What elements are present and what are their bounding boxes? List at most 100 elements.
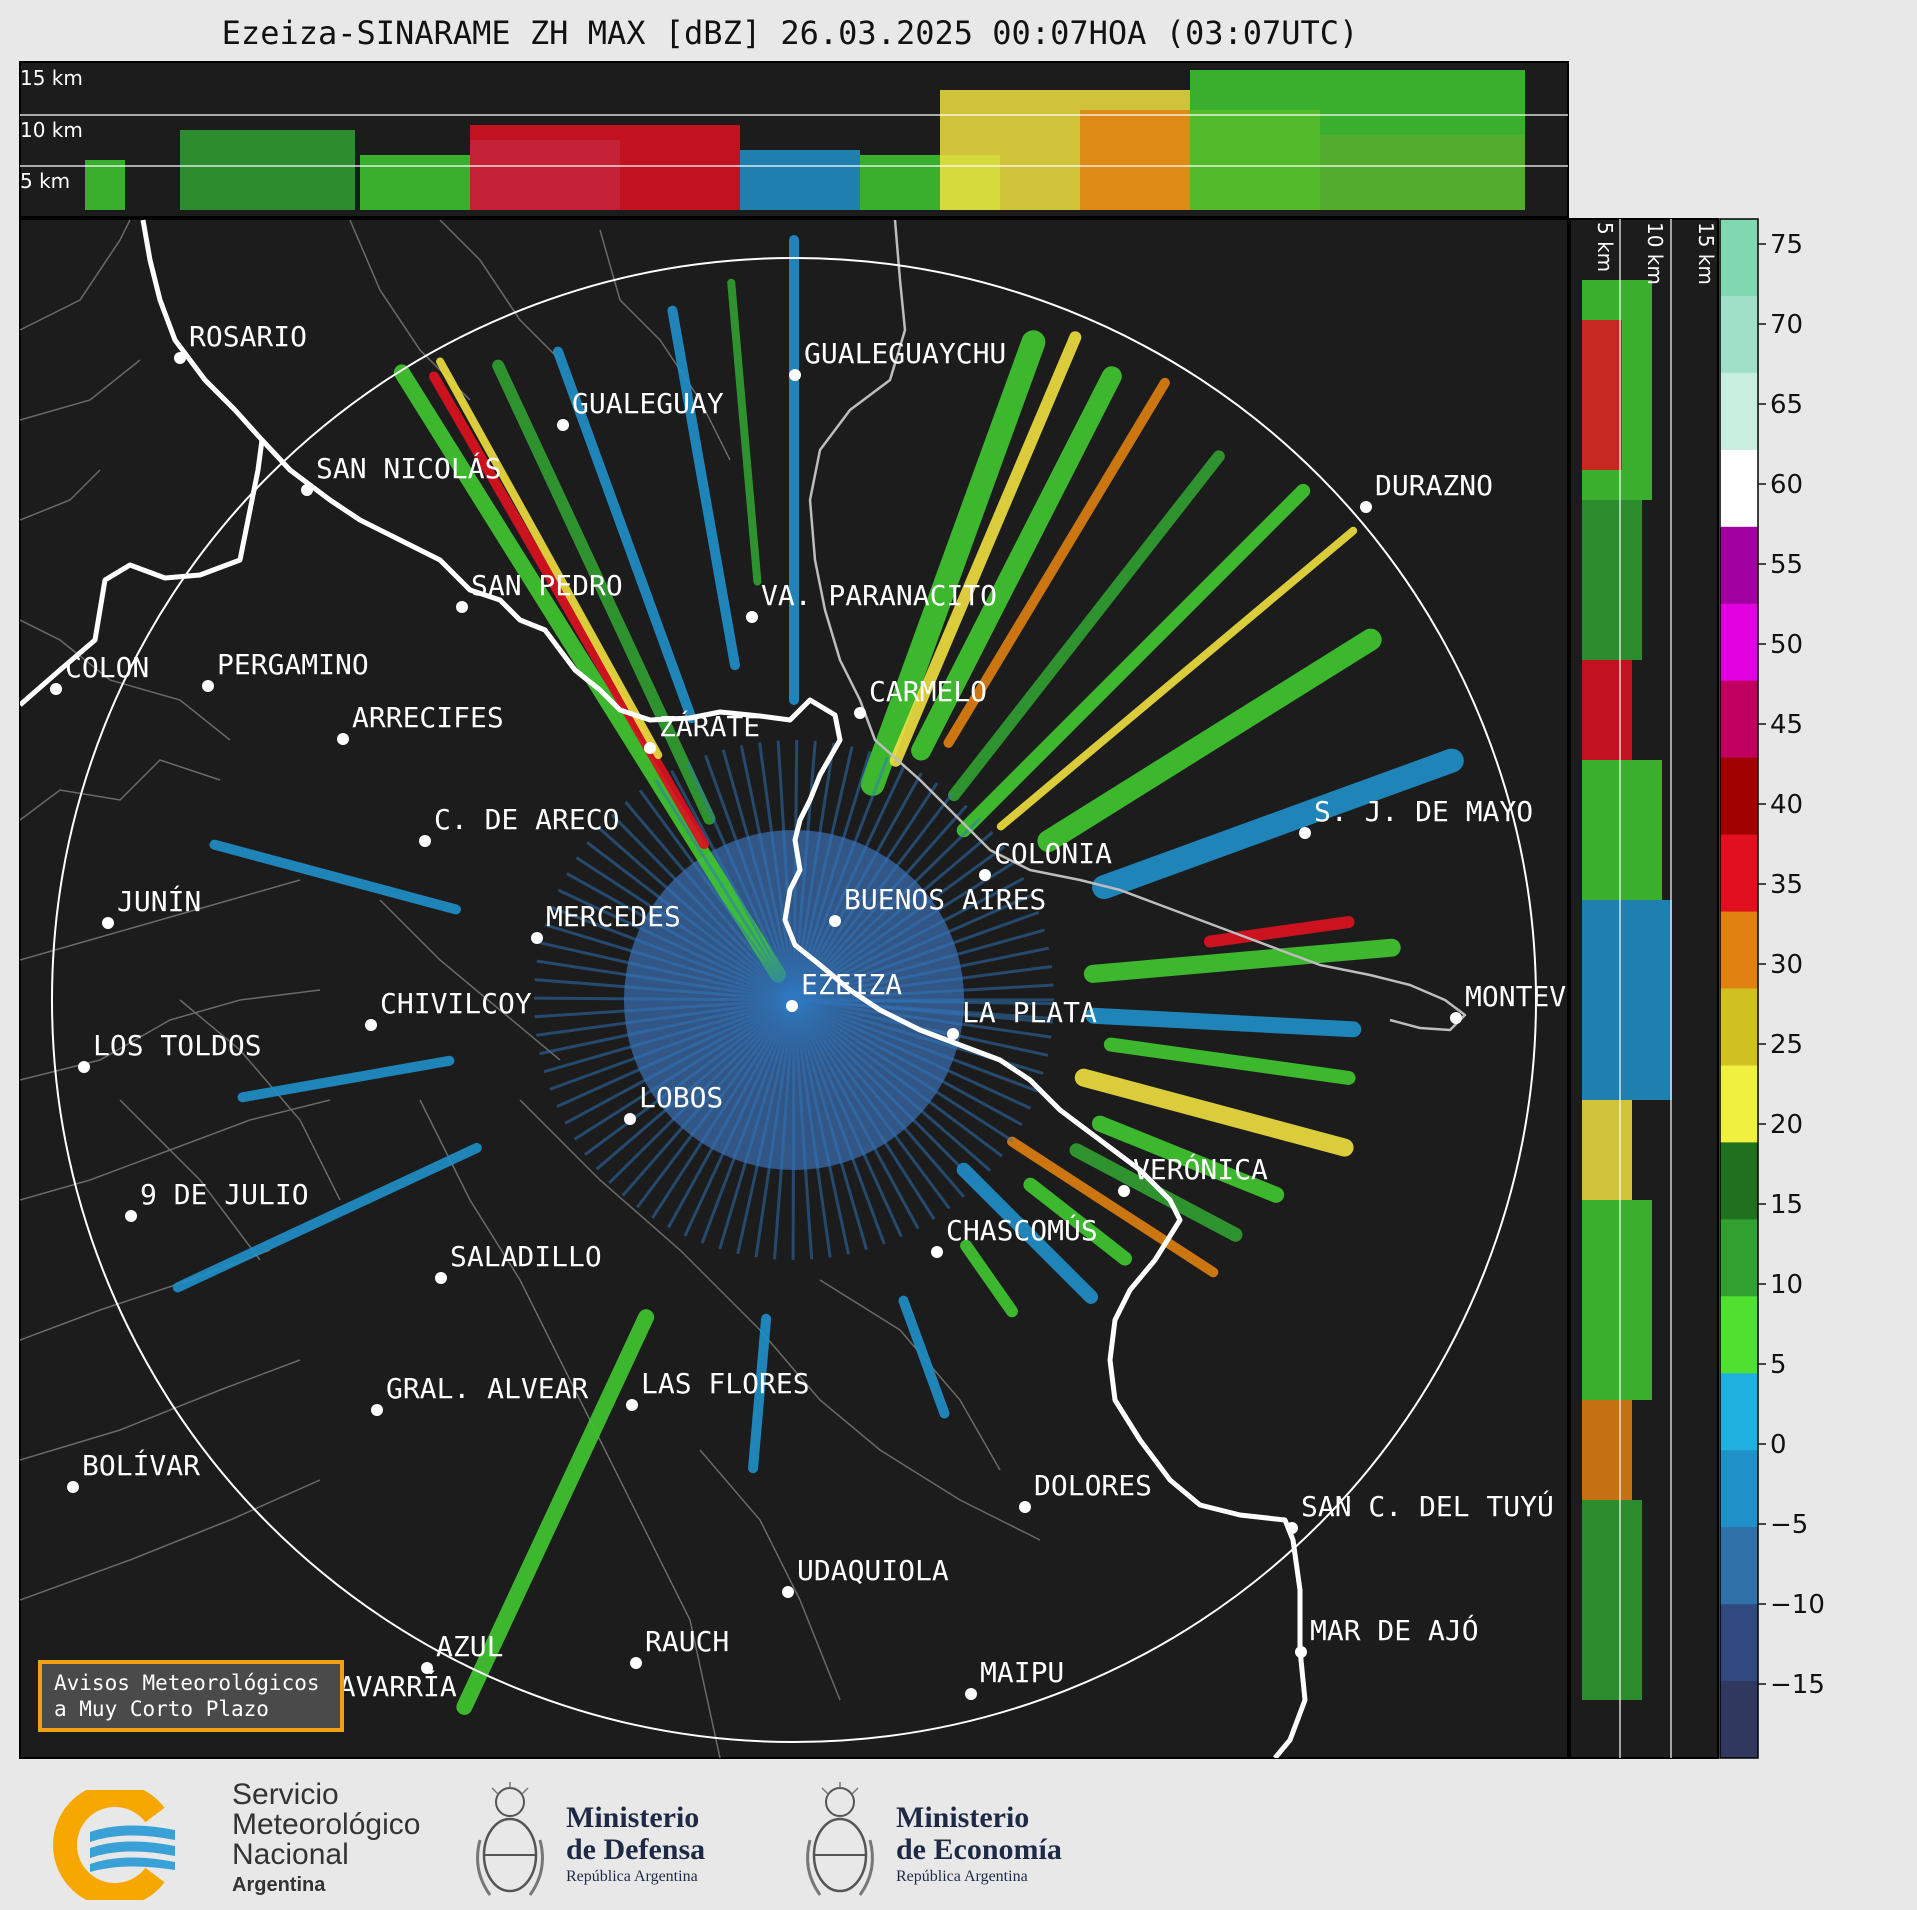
border-line bbox=[179, 999, 341, 1201]
coastline-rivers bbox=[20, 219, 1467, 1758]
echo-ray bbox=[543, 998, 795, 1074]
echo-ray bbox=[793, 928, 1045, 1002]
echo-ray bbox=[429, 371, 709, 850]
echo-ray bbox=[793, 965, 1053, 1002]
city-label: AZUL bbox=[436, 1630, 503, 1663]
border-line bbox=[439, 219, 561, 361]
echo-ray bbox=[948, 450, 1225, 802]
colorbar-tick-label: 10 bbox=[1770, 1270, 1803, 1300]
city-label: LA PLATA bbox=[962, 996, 1097, 1029]
colorbar-tick-label: 70 bbox=[1770, 310, 1803, 340]
echo-ray bbox=[736, 999, 796, 1255]
city-marker bbox=[979, 869, 991, 881]
economia-line3: República Argentina bbox=[896, 1868, 1028, 1885]
city-marker bbox=[78, 1061, 90, 1073]
section-echo bbox=[1582, 500, 1642, 660]
economia-line1: Ministerio bbox=[896, 1801, 1030, 1834]
city-marker bbox=[421, 1662, 433, 1674]
echo-ray bbox=[209, 839, 461, 915]
colorbar-swatch bbox=[1720, 1450, 1758, 1528]
echo-ray bbox=[1007, 1136, 1219, 1278]
city-label: MONTEV bbox=[1465, 980, 1566, 1013]
border-line bbox=[119, 1099, 261, 1261]
echo-ray bbox=[566, 872, 795, 1002]
city-marker bbox=[531, 932, 543, 944]
border-line bbox=[599, 229, 731, 461]
echo-ray bbox=[792, 998, 979, 1186]
colorbar-tick-label: 75 bbox=[1770, 230, 1803, 260]
echo-ray bbox=[534, 978, 795, 1002]
height-label-15km-top: 15 km bbox=[20, 66, 83, 90]
city-label: MAIPU bbox=[980, 1656, 1064, 1689]
city-label: SALADILLO bbox=[450, 1240, 602, 1273]
echo-ray bbox=[1203, 916, 1355, 948]
city-marker bbox=[557, 419, 569, 431]
city-marker bbox=[1118, 1185, 1130, 1197]
echo-ray bbox=[792, 999, 814, 1260]
colorbar-swatch bbox=[1720, 1373, 1758, 1451]
defensa-line2: de Defensa bbox=[566, 1833, 706, 1866]
section-echo bbox=[740, 150, 860, 210]
echo-ray bbox=[172, 1142, 482, 1293]
city-marker bbox=[1450, 1012, 1462, 1024]
city-label: RAUCH bbox=[645, 1625, 729, 1658]
city-label: 9 DE JULIO bbox=[140, 1178, 309, 1211]
section-echo bbox=[360, 155, 470, 210]
city-marker bbox=[829, 915, 841, 927]
echo-ray bbox=[586, 841, 795, 1002]
city-label: COLONIA bbox=[994, 837, 1112, 870]
echo-ray bbox=[536, 959, 795, 1002]
escudo-icon bbox=[476, 1782, 544, 1896]
economia-logo: Ministerio de Economía República Argenti… bbox=[800, 1780, 1100, 1900]
city-label: LOS TOLDOS bbox=[93, 1029, 262, 1062]
footer-logos: Servicio Meteorológico Nacional Argentin… bbox=[0, 1760, 1917, 1909]
echo-ray bbox=[793, 910, 1040, 1002]
colorbar-swatch bbox=[1720, 1604, 1758, 1682]
echo-ray bbox=[792, 999, 903, 1238]
city-label: CHASCOMÚS bbox=[946, 1213, 1098, 1247]
economia-line2: de Economía bbox=[896, 1833, 1062, 1866]
city-label: C. DE ARECO bbox=[434, 803, 619, 836]
city-label: CARMELO bbox=[869, 675, 987, 708]
echo-ray bbox=[564, 998, 795, 1125]
city-marker bbox=[456, 601, 468, 613]
city-label: ZÁRATE bbox=[659, 709, 760, 743]
smn-line2: Meteorológico bbox=[232, 1808, 421, 1841]
city-label: UDAQUIOLA bbox=[797, 1554, 949, 1587]
colorbar-tick-label: 35 bbox=[1770, 870, 1803, 900]
echo-ray bbox=[683, 999, 796, 1237]
colorbar-tick-label: 65 bbox=[1770, 390, 1803, 420]
echo-ray bbox=[667, 305, 740, 671]
reflectivity-echoes bbox=[172, 235, 1464, 1715]
colorbar-tick-label: 60 bbox=[1770, 470, 1803, 500]
city-label: LOBOS bbox=[639, 1081, 723, 1114]
colorbar-swatch bbox=[1720, 911, 1758, 989]
smn-line4: Argentina bbox=[232, 1874, 326, 1896]
echo-ray bbox=[667, 999, 796, 1229]
border-line bbox=[20, 759, 221, 821]
city-marker bbox=[1360, 501, 1372, 513]
echo-ray bbox=[654, 779, 796, 1001]
echo-ray bbox=[553, 346, 697, 724]
echo-ray bbox=[556, 998, 795, 1108]
colorbar-swatch bbox=[1720, 219, 1758, 297]
border-line bbox=[20, 219, 131, 331]
echo-ray bbox=[540, 941, 795, 1002]
avisos-badge[interactable]: Avisos Meteorológicos a Muy Corto Plazo bbox=[38, 1660, 344, 1732]
border-line bbox=[699, 1449, 841, 1701]
city-label: S. J. DE MAYO bbox=[1314, 795, 1533, 828]
echo-ray bbox=[544, 923, 795, 1002]
echo-ray bbox=[436, 357, 663, 760]
city-marker bbox=[365, 1019, 377, 1031]
echo-ray bbox=[584, 998, 795, 1156]
section-echo bbox=[1582, 1500, 1642, 1700]
echo-ray bbox=[536, 998, 795, 1037]
avisos-line1: Avisos Meteorológicos bbox=[54, 1671, 320, 1695]
colorbar-tick-label: 40 bbox=[1770, 790, 1803, 820]
city-label: GRAL. ALVEAR bbox=[386, 1372, 588, 1405]
city-label: GUALEGUAYCHU bbox=[804, 337, 1006, 370]
city-label: SAN PEDRO bbox=[471, 569, 623, 602]
colorbar-swatch bbox=[1720, 1527, 1758, 1605]
city-marker bbox=[626, 1399, 638, 1411]
